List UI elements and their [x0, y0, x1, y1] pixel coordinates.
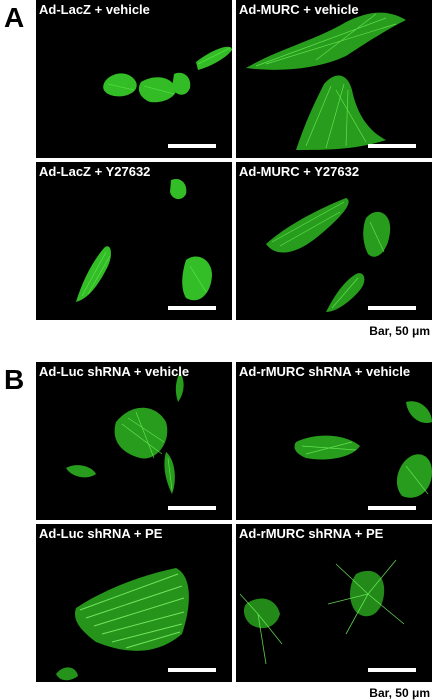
cell-image [246, 12, 406, 150]
scale-bar-caption-a: Bar, 50 μm [369, 324, 430, 338]
micrograph-murc-y27632: Ad-MURC + Y27632 [236, 162, 432, 320]
micrograph-luc-shrna-pe: Ad-Luc shRNA + PE [36, 524, 232, 682]
scale-bar [368, 144, 416, 148]
cell-image [239, 559, 405, 665]
tile-label: Ad-LacZ + vehicle [39, 2, 150, 17]
tile-label: Ad-rMURC shRNA + vehicle [239, 364, 411, 379]
scale-bar [168, 506, 216, 510]
scale-bar [368, 668, 416, 672]
micrograph-murc-vehicle: Ad-MURC + vehicle [236, 0, 432, 158]
scale-bar-caption-b: Bar, 50 μm [369, 686, 430, 700]
micrograph-lacz-vehicle: Ad-LacZ + vehicle [36, 0, 232, 158]
panel-letter-b: B [4, 364, 25, 395]
panel-letter-a: A [4, 2, 25, 33]
scale-bar [368, 306, 416, 310]
scale-bar [168, 306, 216, 310]
panel-b-grid: Ad-Luc shRNA + vehicle Ad-rMURC shRNA + … [36, 362, 432, 682]
panel-a-grid: Ad-LacZ + vehicle Ad-MURC + vehicle [36, 0, 432, 320]
micrograph-rmurc-shrna-pe: Ad-rMURC shRNA + PE [236, 524, 432, 682]
tile-label: Ad-LacZ + Y27632 [39, 164, 151, 179]
tile-label: Ad-Luc shRNA + PE [39, 526, 163, 541]
scale-bar [168, 668, 216, 672]
tile-label: Ad-MURC + vehicle [239, 2, 359, 17]
cell-image [103, 46, 232, 103]
micrograph-lacz-y27632: Ad-LacZ + Y27632 [36, 162, 232, 320]
micrograph-rmurc-shrna-vehicle: Ad-rMURC shRNA + vehicle [236, 362, 432, 520]
scale-bar [168, 144, 216, 148]
cell-image [56, 568, 189, 681]
cell-image [76, 178, 212, 302]
scale-bar [368, 506, 416, 510]
tile-label: Ad-Luc shRNA + vehicle [39, 364, 190, 379]
tile-label: Ad-MURC + Y27632 [239, 164, 360, 179]
cell-image [266, 198, 391, 312]
cell-image [294, 401, 432, 498]
cell-image [66, 372, 184, 494]
tile-label: Ad-rMURC shRNA + PE [239, 526, 384, 541]
micrograph-luc-shrna-vehicle: Ad-Luc shRNA + vehicle [36, 362, 232, 520]
